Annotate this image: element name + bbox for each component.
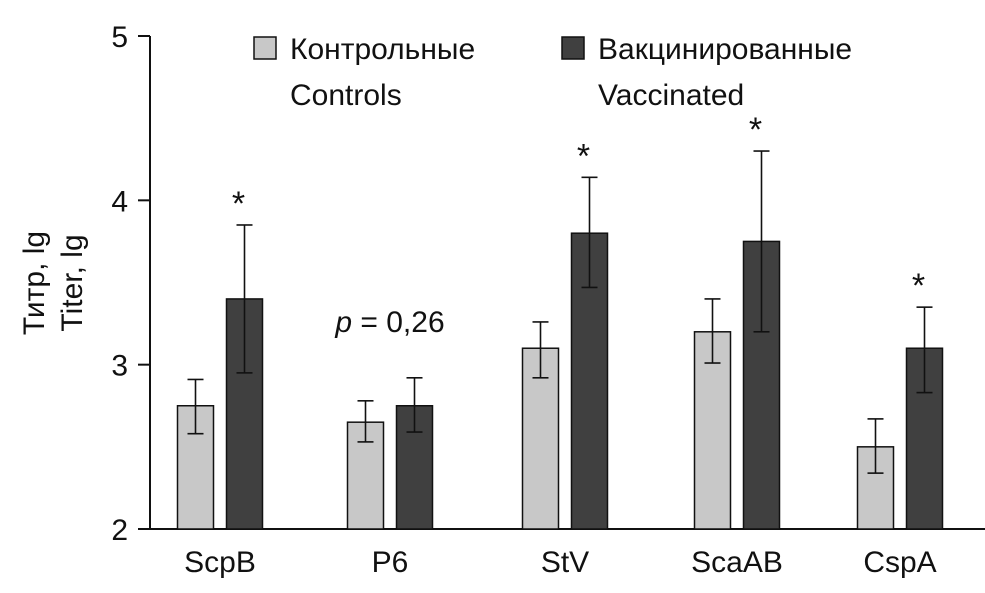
y-tick-label: 4 — [111, 185, 128, 218]
labels: ScpB * P6 StV * ScaAB * CspA * p = 0,26 — [184, 111, 937, 579]
axes: 2 3 4 5 Титр, lg Titer, lg — [18, 21, 985, 547]
x-tick-label: CspA — [863, 546, 936, 579]
significance-marker: * — [912, 267, 925, 305]
y-axis-title-en: Titer, lg — [56, 234, 89, 331]
significance-marker: * — [232, 185, 245, 223]
significance-marker: * — [749, 111, 762, 149]
y-axis-title: Титр, lg — [18, 231, 51, 335]
y-tick-label: 5 — [111, 21, 128, 54]
p-value-symbol: p — [334, 306, 352, 339]
y-tick-label: 2 — [111, 514, 128, 547]
legend-label: Контрольные — [290, 33, 475, 66]
bars — [176, 150, 944, 530]
x-tick-label: StV — [541, 546, 589, 579]
x-tick-label: P6 — [372, 546, 409, 579]
bar — [693, 331, 732, 530]
significance-marker: * — [577, 137, 590, 175]
legend-label-en: Controls — [290, 79, 402, 112]
x-tick-label: ScaAB — [691, 546, 783, 579]
legend-swatch — [561, 36, 585, 60]
x-tick-label: ScpB — [184, 546, 256, 579]
p-value-text: = 0,26 — [352, 306, 445, 339]
legend-swatch — [253, 36, 277, 60]
y-tick-label: 3 — [111, 350, 128, 383]
legend-label-en: Vaccinated — [598, 79, 744, 112]
p-value-annotation: p = 0,26 — [334, 306, 444, 339]
legend: Контрольные Controls Вакцинированные Vaccin… — [253, 33, 852, 112]
legend-label: Вакцинированные — [598, 33, 852, 66]
